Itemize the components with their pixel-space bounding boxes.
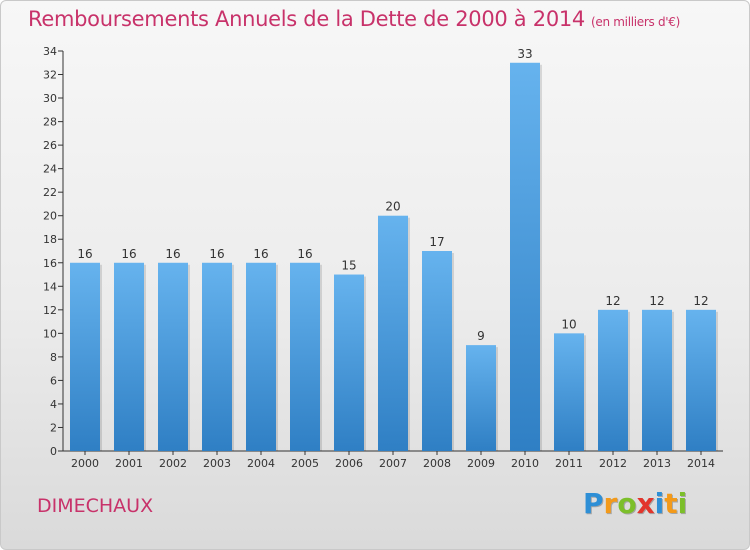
bar-value-label: 20 [385,200,400,214]
y-tick-label: 4 [50,398,57,411]
bar [510,62,540,451]
bar-value-label: 15 [341,259,356,273]
logo-letter: o [617,487,637,520]
bar [70,262,100,451]
bar-value-label: 17 [429,235,444,249]
y-tick-label: 8 [50,351,57,364]
x-tick-label: 2013 [643,457,671,470]
bar [246,262,276,451]
chart-title: Remboursements Annuels de la Dette de 20… [28,7,680,31]
bar [334,274,364,451]
bar-value-label: 16 [77,247,92,261]
x-tick-label: 2012 [599,457,627,470]
bar [114,262,144,451]
bar [158,262,188,451]
y-tick-label: 22 [43,186,57,199]
bar-value-label: 12 [693,294,708,308]
y-tick-label: 32 [43,69,57,82]
x-tick-label: 2001 [115,457,143,470]
y-tick-label: 24 [43,163,57,176]
bar-value-label: 16 [209,247,224,261]
x-tick-label: 2003 [203,457,231,470]
x-tick-label: 2002 [159,457,187,470]
x-tick-label: 2004 [247,457,275,470]
x-tick-label: 2010 [511,457,539,470]
bar-value-label: 16 [121,247,136,261]
y-tick-label: 14 [43,280,57,293]
bar [466,345,496,451]
x-tick-label: 2009 [467,457,495,470]
y-tick-label: 20 [43,210,57,223]
bar [202,262,232,451]
bar [554,333,584,451]
bar-value-label: 16 [297,247,312,261]
bar-value-label: 10 [561,317,576,331]
proxiti-logo: Proxiti [583,487,687,520]
bar-value-label: 16 [165,247,180,261]
bar [422,251,452,451]
logo-letter: i [677,487,688,520]
y-tick-label: 26 [43,139,57,152]
y-tick-label: 10 [43,327,57,340]
y-tick-label: 16 [43,257,57,270]
x-tick-label: 2011 [555,457,583,470]
y-tick-label: 34 [43,45,57,58]
y-tick-label: 28 [43,116,57,129]
logo-letter: P [583,487,604,520]
x-tick-label: 2008 [423,457,451,470]
bar [598,309,628,451]
x-tick-label: 2006 [335,457,363,470]
logo-letter: r [603,487,618,520]
x-tick-label: 2014 [687,457,715,470]
x-tick-label: 2000 [71,457,99,470]
logo-letter: t [664,487,678,520]
y-tick-label: 0 [50,445,57,458]
bar-value-label: 9 [477,329,485,343]
bar-value-label: 16 [253,247,268,261]
x-tick-label: 2005 [291,457,319,470]
bar-value-label: 12 [605,294,620,308]
y-tick-label: 2 [50,421,57,434]
bar [378,215,408,451]
chart-subtitle: (en milliers d'€) [591,15,681,29]
bar [686,309,716,451]
logo-letter: x [636,487,655,520]
y-tick-label: 6 [50,374,57,387]
x-tick-label: 2007 [379,457,407,470]
logo-letter: i [654,487,665,520]
y-tick-label: 12 [43,304,57,317]
chart-title-text: Remboursements Annuels de la Dette de 20… [28,7,585,31]
bar-value-label: 33 [517,47,532,61]
y-tick-label: 18 [43,233,57,246]
commune-name: DIMECHAUX [37,495,154,517]
y-tick-label: 30 [43,92,57,105]
bar [642,309,672,451]
bar [290,262,320,451]
bar-value-label: 12 [649,294,664,308]
